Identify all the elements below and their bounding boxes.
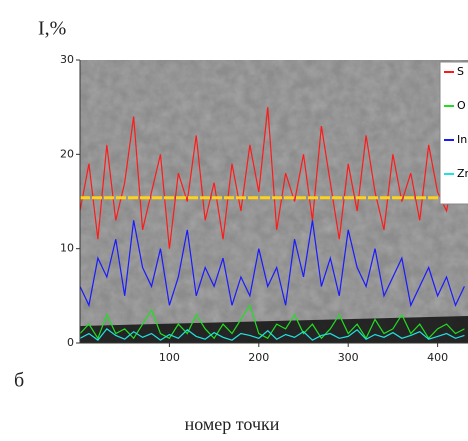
legend: S O In Zr [439, 61, 468, 205]
panel-label: б [14, 370, 24, 392]
axes: 0 10 20 30 100 200 300 400 [60, 53, 468, 364]
x-tick-label: 400 [427, 351, 448, 364]
series-line [80, 303, 465, 340]
series-line [80, 107, 466, 249]
y-tick-label: 10 [60, 242, 74, 255]
y-tick-label: 30 [60, 53, 74, 66]
y-tick-label: 20 [60, 147, 74, 160]
y-axis-title: I,% [38, 18, 66, 40]
texture [80, 60, 468, 343]
y-tick-label: 0 [67, 336, 74, 349]
legend-box [439, 61, 468, 205]
legend-label: Zr [457, 167, 468, 180]
x-axis-title: номер точки [185, 414, 280, 434]
series-line [80, 220, 465, 308]
plot [80, 107, 468, 341]
x-tick-label: 200 [248, 351, 269, 364]
legend-label: O [457, 99, 466, 112]
legend-label: In [457, 133, 467, 146]
x-tick-label: 100 [159, 351, 180, 364]
legend-label: S [457, 65, 464, 78]
x-tick-label: 300 [338, 351, 359, 364]
series-line [80, 328, 465, 341]
